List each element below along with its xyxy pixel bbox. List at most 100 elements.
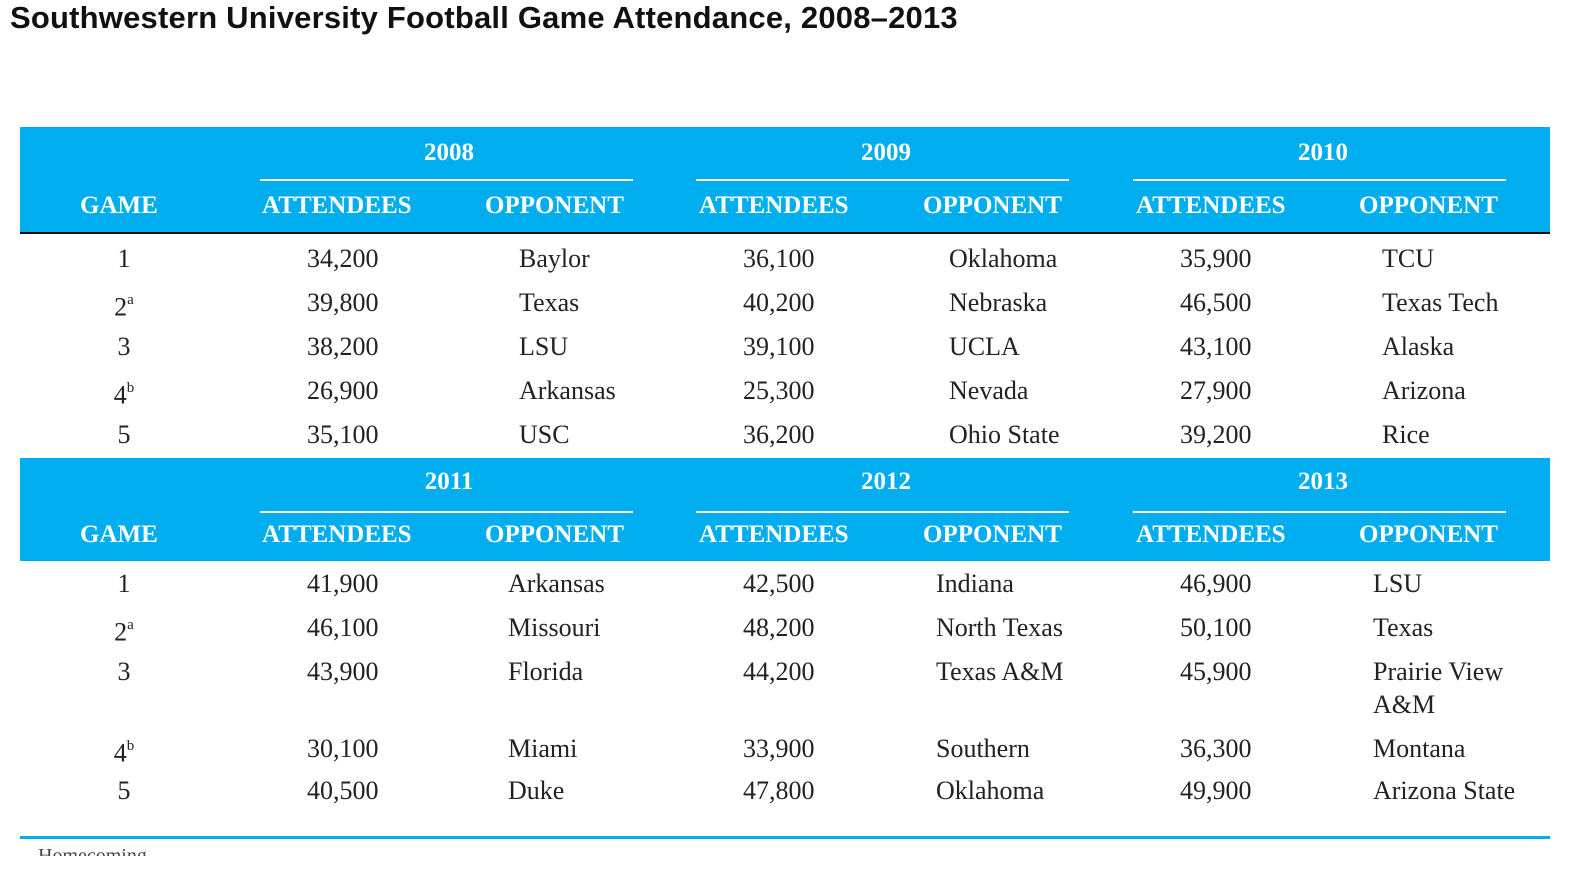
opponent-2013-game-1: LSU — [1373, 569, 1423, 598]
opponent-column-header: OPPONENT — [1359, 521, 1498, 548]
opponent-column-header: OPPONENT — [923, 192, 1062, 219]
attendance-2010-game-3: 43,100 — [1180, 332, 1252, 361]
opponent-2012-game-2: North Texas — [936, 613, 1063, 642]
opponent-2008-game-3: LSU — [519, 332, 569, 361]
opponent-2012-game-3: Texas A&M — [936, 657, 1064, 686]
opponent-2011-game-4: Miami — [508, 734, 578, 763]
rows-2008-2010: 1 34,200 Baylor 36,100 Oklahoma 35,900 T… — [20, 234, 1550, 458]
footnote-mark: a — [127, 617, 134, 633]
attendance-2012-game-3: 44,200 — [743, 657, 815, 686]
year-2009-header: 2009 — [861, 139, 911, 166]
header-band-2011-2013: 2011 2012 2013 GAME ATTENDEES OPPONENT A… — [20, 458, 1550, 561]
attendance-2010-game-2: 46,500 — [1180, 288, 1252, 317]
attendance-2009-game-2: 40,200 — [743, 288, 815, 317]
opponent-2013-game-2: Texas — [1373, 613, 1434, 642]
opponent-2009-game-3: UCLA — [949, 332, 1020, 361]
attendance-2008-game-4: 26,900 — [307, 376, 379, 405]
attendance-2009-game-1: 36,100 — [743, 244, 815, 273]
year-2011-header: 2011 — [424, 468, 474, 495]
year-rule — [696, 511, 1069, 513]
attendees-column-header: ATTENDEES — [262, 192, 412, 219]
attendance-2012-game-2: 48,200 — [743, 613, 815, 642]
opponent-2011-game-5: Duke — [508, 776, 565, 805]
attendance-2008-game-5: 35,100 — [307, 420, 379, 449]
attendance-2010-game-5: 39,200 — [1180, 420, 1252, 449]
attendance-2012-game-4: 33,900 — [743, 734, 815, 763]
year-2010-header: 2010 — [1298, 139, 1348, 166]
attendees-column-header: ATTENDEES — [699, 521, 849, 548]
opponent-2013-game-4: Montana — [1373, 734, 1466, 763]
opponent-2010-game-2: Texas Tech — [1382, 288, 1499, 317]
opponent-2013-game-3: Prairie View A&M — [1373, 657, 1504, 719]
game-number: 2a — [114, 292, 134, 322]
attendance-2011-game-2: 46,100 — [307, 613, 379, 642]
opponent-2008-game-2: Texas — [519, 288, 580, 317]
opponent-column-header: OPPONENT — [485, 192, 624, 219]
opponent-2012-game-1: Indiana — [936, 569, 1014, 598]
opponent-column-header: OPPONENT — [923, 521, 1062, 548]
attendance-2009-game-4: 25,300 — [743, 376, 815, 405]
game-number: 5 — [117, 420, 131, 449]
attendees-column-header: ATTENDEES — [1136, 521, 1286, 548]
game-number: 4b — [113, 380, 135, 410]
attendance-2011-game-3: 43,900 — [307, 657, 379, 686]
opponent-column-header: OPPONENT — [485, 521, 624, 548]
opponent-2008-game-4: Arkansas — [519, 376, 616, 405]
opponent-2012-game-5: Oklahoma — [936, 776, 1045, 805]
game-number: 4b — [113, 738, 135, 768]
attendance-2013-game-5: 49,900 — [1180, 776, 1252, 805]
attendance-2010-game-4: 27,900 — [1180, 376, 1252, 405]
year-rule — [696, 179, 1069, 181]
attendance-2012-game-1: 42,500 — [743, 569, 815, 598]
year-rule — [1133, 511, 1506, 513]
attendance-2013-game-4: 36,300 — [1180, 734, 1252, 763]
opponent-2011-game-1: Arkansas — [508, 569, 605, 598]
opponent-2011-game-3: Florida — [508, 657, 584, 686]
game-number: 3 — [117, 332, 131, 361]
game-number: 1 — [117, 569, 131, 598]
attendees-column-header: ATTENDEES — [699, 192, 849, 219]
rows-2011-2013: 1 41,900 Arkansas 42,500 Indiana 46,900 … — [20, 561, 1550, 837]
header-rule — [20, 232, 1550, 234]
year-2008-header: 2008 — [424, 139, 474, 166]
game-number: 5 — [117, 776, 131, 805]
attendance-2013-game-2: 50,100 — [1180, 613, 1252, 642]
opponent-2009-game-5: Ohio State — [949, 420, 1060, 449]
year-rule — [260, 511, 633, 513]
footnote-mark: b — [126, 738, 135, 754]
attendance-2013-game-3: 45,900 — [1180, 657, 1252, 686]
opponent-2009-game-4: Nevada — [949, 376, 1029, 405]
opponent-column-header: OPPONENT — [1359, 192, 1498, 219]
attendance-2011-game-1: 41,900 — [307, 569, 379, 598]
game-number: 1 — [117, 244, 131, 273]
opponent-2013-game-5: Arizona State — [1373, 776, 1516, 805]
attendance-2008-game-1: 34,200 — [307, 244, 379, 273]
page-title: Southwestern University Football Game At… — [10, 0, 958, 35]
opponent-2010-game-4: Arizona — [1382, 376, 1466, 405]
opponent-2008-game-1: Baylor — [519, 244, 590, 273]
attendance-2013-game-1: 46,900 — [1180, 569, 1252, 598]
footnote-mark: a — [127, 292, 134, 308]
year-2012-header: 2012 — [861, 468, 911, 495]
attendance-2008-game-3: 38,200 — [307, 332, 379, 361]
opponent-2010-game-1: TCU — [1382, 244, 1434, 273]
opponent-2010-game-3: Alaska — [1382, 332, 1455, 361]
game-number: 3 — [117, 657, 131, 686]
opponent-2010-game-5: Rice — [1382, 420, 1430, 449]
attendees-column-header: ATTENDEES — [1136, 192, 1286, 219]
attendance-2009-game-5: 36,200 — [743, 420, 815, 449]
attendees-column-header: ATTENDEES — [262, 521, 412, 548]
opponent-2012-game-4: Southern — [936, 734, 1030, 763]
opponent-2009-game-2: Nebraska — [949, 288, 1048, 317]
opponent-2009-game-1: Oklahoma — [949, 244, 1058, 273]
attendance-table: 2008 2009 2010 GAME ATTENDEES OPPONENT A… — [20, 127, 1550, 837]
attendance-2009-game-3: 39,100 — [743, 332, 815, 361]
attendance-2011-game-4: 30,100 — [307, 734, 379, 763]
game-column-header: GAME — [80, 192, 158, 219]
year-rule — [1133, 179, 1506, 181]
header-band-2008-2010: 2008 2009 2010 GAME ATTENDEES OPPONENT A… — [20, 127, 1550, 232]
attendance-2012-game-5: 47,800 — [743, 776, 815, 805]
table-bottom-rule — [20, 836, 1550, 839]
game-number: 2a — [114, 617, 134, 647]
opponent-2008-game-5: USC — [519, 420, 570, 449]
